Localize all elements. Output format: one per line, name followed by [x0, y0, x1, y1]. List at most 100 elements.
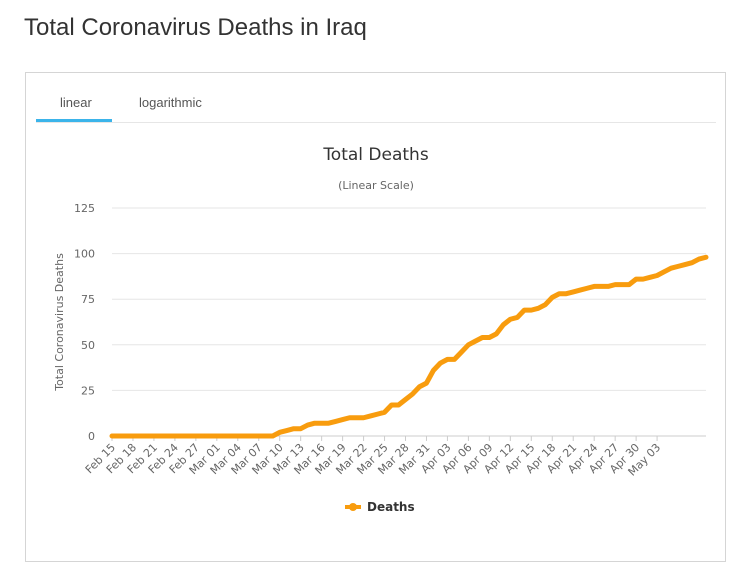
data-point[interactable]: [459, 350, 464, 355]
data-point[interactable]: [172, 434, 177, 438]
data-point[interactable]: [186, 434, 191, 438]
data-point[interactable]: [396, 402, 401, 407]
data-point[interactable]: [515, 315, 520, 320]
data-point[interactable]: [130, 434, 135, 438]
data-point[interactable]: [480, 335, 485, 340]
data-point[interactable]: [242, 434, 247, 438]
scale-tabs: linear logarithmic: [36, 73, 716, 123]
data-point[interactable]: [550, 295, 555, 300]
data-point[interactable]: [116, 434, 121, 438]
data-point[interactable]: [620, 282, 625, 287]
data-point[interactable]: [634, 277, 639, 282]
data-point[interactable]: [690, 260, 695, 265]
data-point[interactable]: [228, 434, 233, 438]
data-point[interactable]: [487, 335, 492, 340]
data-point[interactable]: [683, 262, 688, 267]
data-point[interactable]: [340, 417, 345, 422]
chart-title: Total Deaths: [322, 145, 429, 165]
data-point[interactable]: [431, 368, 436, 373]
data-point[interactable]: [676, 264, 681, 269]
tab-linear[interactable]: linear: [60, 95, 92, 110]
data-point[interactable]: [158, 434, 163, 438]
data-point[interactable]: [249, 434, 254, 438]
data-point[interactable]: [263, 434, 268, 438]
data-point[interactable]: [291, 426, 296, 431]
grid-lines: [112, 207, 706, 437]
data-point[interactable]: [333, 419, 338, 424]
active-tab-indicator: [36, 119, 112, 122]
data-point[interactable]: [599, 284, 604, 289]
data-point[interactable]: [536, 306, 541, 311]
chart-panel: linear logarithmic: [25, 72, 726, 562]
page-title: Total Coronavirus Deaths in Iraq: [24, 14, 367, 41]
data-point[interactable]: [417, 384, 422, 389]
tab-logarithmic[interactable]: logarithmic: [139, 95, 202, 110]
y-tick-label: 0: [88, 430, 95, 443]
data-point[interactable]: [382, 410, 387, 415]
data-point[interactable]: [110, 434, 114, 438]
data-point[interactable]: [137, 434, 142, 438]
data-point[interactable]: [319, 421, 324, 426]
data-point[interactable]: [564, 291, 569, 296]
data-point[interactable]: [165, 434, 170, 438]
data-point[interactable]: [606, 284, 611, 289]
data-point[interactable]: [375, 412, 380, 417]
data-point[interactable]: [270, 434, 275, 438]
data-point[interactable]: [557, 291, 562, 296]
data-point[interactable]: [214, 434, 219, 438]
chart-subtitle: (Linear Scale): [338, 179, 414, 192]
data-point[interactable]: [298, 426, 303, 431]
data-point[interactable]: [494, 331, 499, 336]
data-point[interactable]: [305, 423, 310, 428]
data-point[interactable]: [445, 357, 450, 362]
data-point[interactable]: [277, 430, 282, 435]
data-point[interactable]: [193, 434, 198, 438]
data-point[interactable]: [256, 434, 261, 438]
data-point[interactable]: [144, 434, 149, 438]
data-point[interactable]: [501, 322, 506, 327]
data-point[interactable]: [452, 357, 457, 362]
data-point[interactable]: [123, 434, 128, 438]
data-point[interactable]: [529, 308, 534, 313]
data-point[interactable]: [368, 413, 373, 418]
data-point[interactable]: [669, 266, 674, 271]
legend[interactable]: Deaths: [345, 500, 415, 514]
data-point[interactable]: [361, 415, 366, 420]
data-point[interactable]: [704, 255, 708, 260]
data-point[interactable]: [697, 257, 702, 262]
data-point[interactable]: [403, 397, 408, 402]
data-point[interactable]: [662, 269, 667, 274]
data-point[interactable]: [207, 434, 212, 438]
data-point[interactable]: [235, 434, 240, 438]
data-point[interactable]: [424, 381, 429, 386]
data-point[interactable]: [326, 421, 331, 426]
legend-label-deaths: Deaths: [367, 500, 415, 514]
data-point[interactable]: [578, 288, 583, 293]
data-point[interactable]: [312, 421, 317, 426]
data-point[interactable]: [410, 392, 415, 397]
legend-marker: [349, 503, 357, 511]
data-point[interactable]: [627, 282, 632, 287]
data-point[interactable]: [543, 302, 548, 307]
data-point[interactable]: [585, 286, 590, 291]
data-point[interactable]: [655, 273, 660, 278]
data-point[interactable]: [438, 361, 443, 366]
data-point[interactable]: [473, 339, 478, 344]
data-point[interactable]: [354, 415, 359, 420]
data-point[interactable]: [284, 428, 289, 433]
data-point[interactable]: [200, 434, 205, 438]
data-point[interactable]: [592, 284, 597, 289]
data-point[interactable]: [508, 317, 513, 322]
data-point[interactable]: [179, 434, 184, 438]
data-point[interactable]: [151, 434, 156, 438]
data-point[interactable]: [648, 275, 653, 280]
data-point[interactable]: [522, 308, 527, 313]
data-point[interactable]: [613, 282, 618, 287]
data-point[interactable]: [641, 277, 646, 282]
data-point[interactable]: [571, 289, 576, 294]
data-point[interactable]: [221, 434, 226, 438]
data-point[interactable]: [389, 402, 394, 407]
data-point[interactable]: [466, 342, 471, 347]
data-point[interactable]: [347, 415, 352, 420]
